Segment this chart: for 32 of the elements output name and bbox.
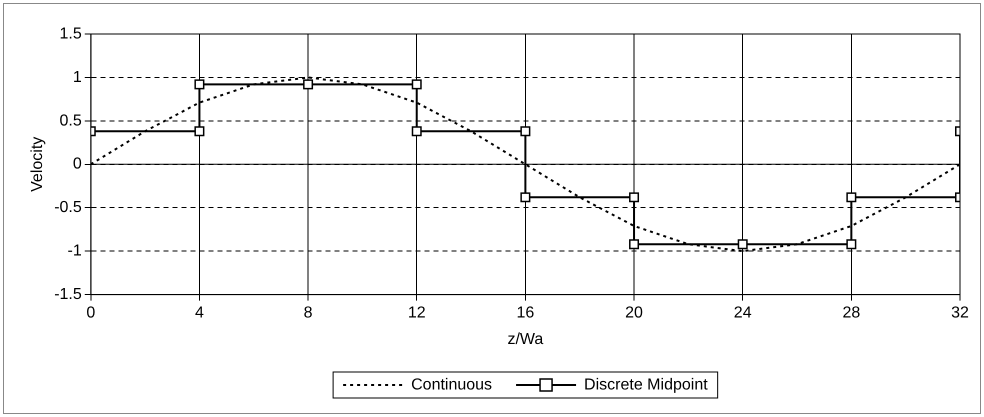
point bbox=[194, 126, 204, 136]
point bbox=[412, 126, 422, 136]
point bbox=[629, 239, 640, 250]
x-tick-label: 12 bbox=[408, 304, 426, 322]
x-tick-label: 4 bbox=[194, 304, 204, 322]
x-tick-label: 28 bbox=[842, 304, 860, 322]
point bbox=[520, 192, 530, 202]
x-tick-label: 20 bbox=[625, 304, 644, 322]
x-axis-title: z/Wa bbox=[507, 330, 544, 348]
point bbox=[846, 239, 856, 250]
x-tick-label: 24 bbox=[734, 304, 752, 322]
y-tick-label: -1 bbox=[68, 242, 82, 260]
y-tick-label: 1.5 bbox=[60, 25, 82, 42]
point bbox=[738, 239, 748, 250]
legend-label: Continuous bbox=[411, 376, 492, 394]
point bbox=[629, 192, 640, 202]
y-tick-label: 1 bbox=[72, 68, 82, 86]
point bbox=[520, 126, 530, 136]
y-tick-label: 0.5 bbox=[60, 112, 82, 130]
legend-label: Discrete Midpoint bbox=[584, 376, 708, 394]
point bbox=[412, 79, 422, 90]
y-tick-label: 0 bbox=[72, 156, 82, 173]
x-tick-label: 8 bbox=[304, 304, 313, 322]
point bbox=[846, 192, 856, 202]
x-tick-label: 32 bbox=[951, 304, 969, 322]
y-axis-title: Velocity bbox=[29, 136, 46, 192]
y-tick-label: -1.5 bbox=[54, 286, 82, 304]
x-tick-label: 16 bbox=[516, 304, 534, 322]
point bbox=[194, 79, 204, 90]
x-tick-label: 0 bbox=[86, 304, 96, 322]
point bbox=[303, 79, 314, 90]
y-tick-label: -0.5 bbox=[54, 199, 82, 216]
